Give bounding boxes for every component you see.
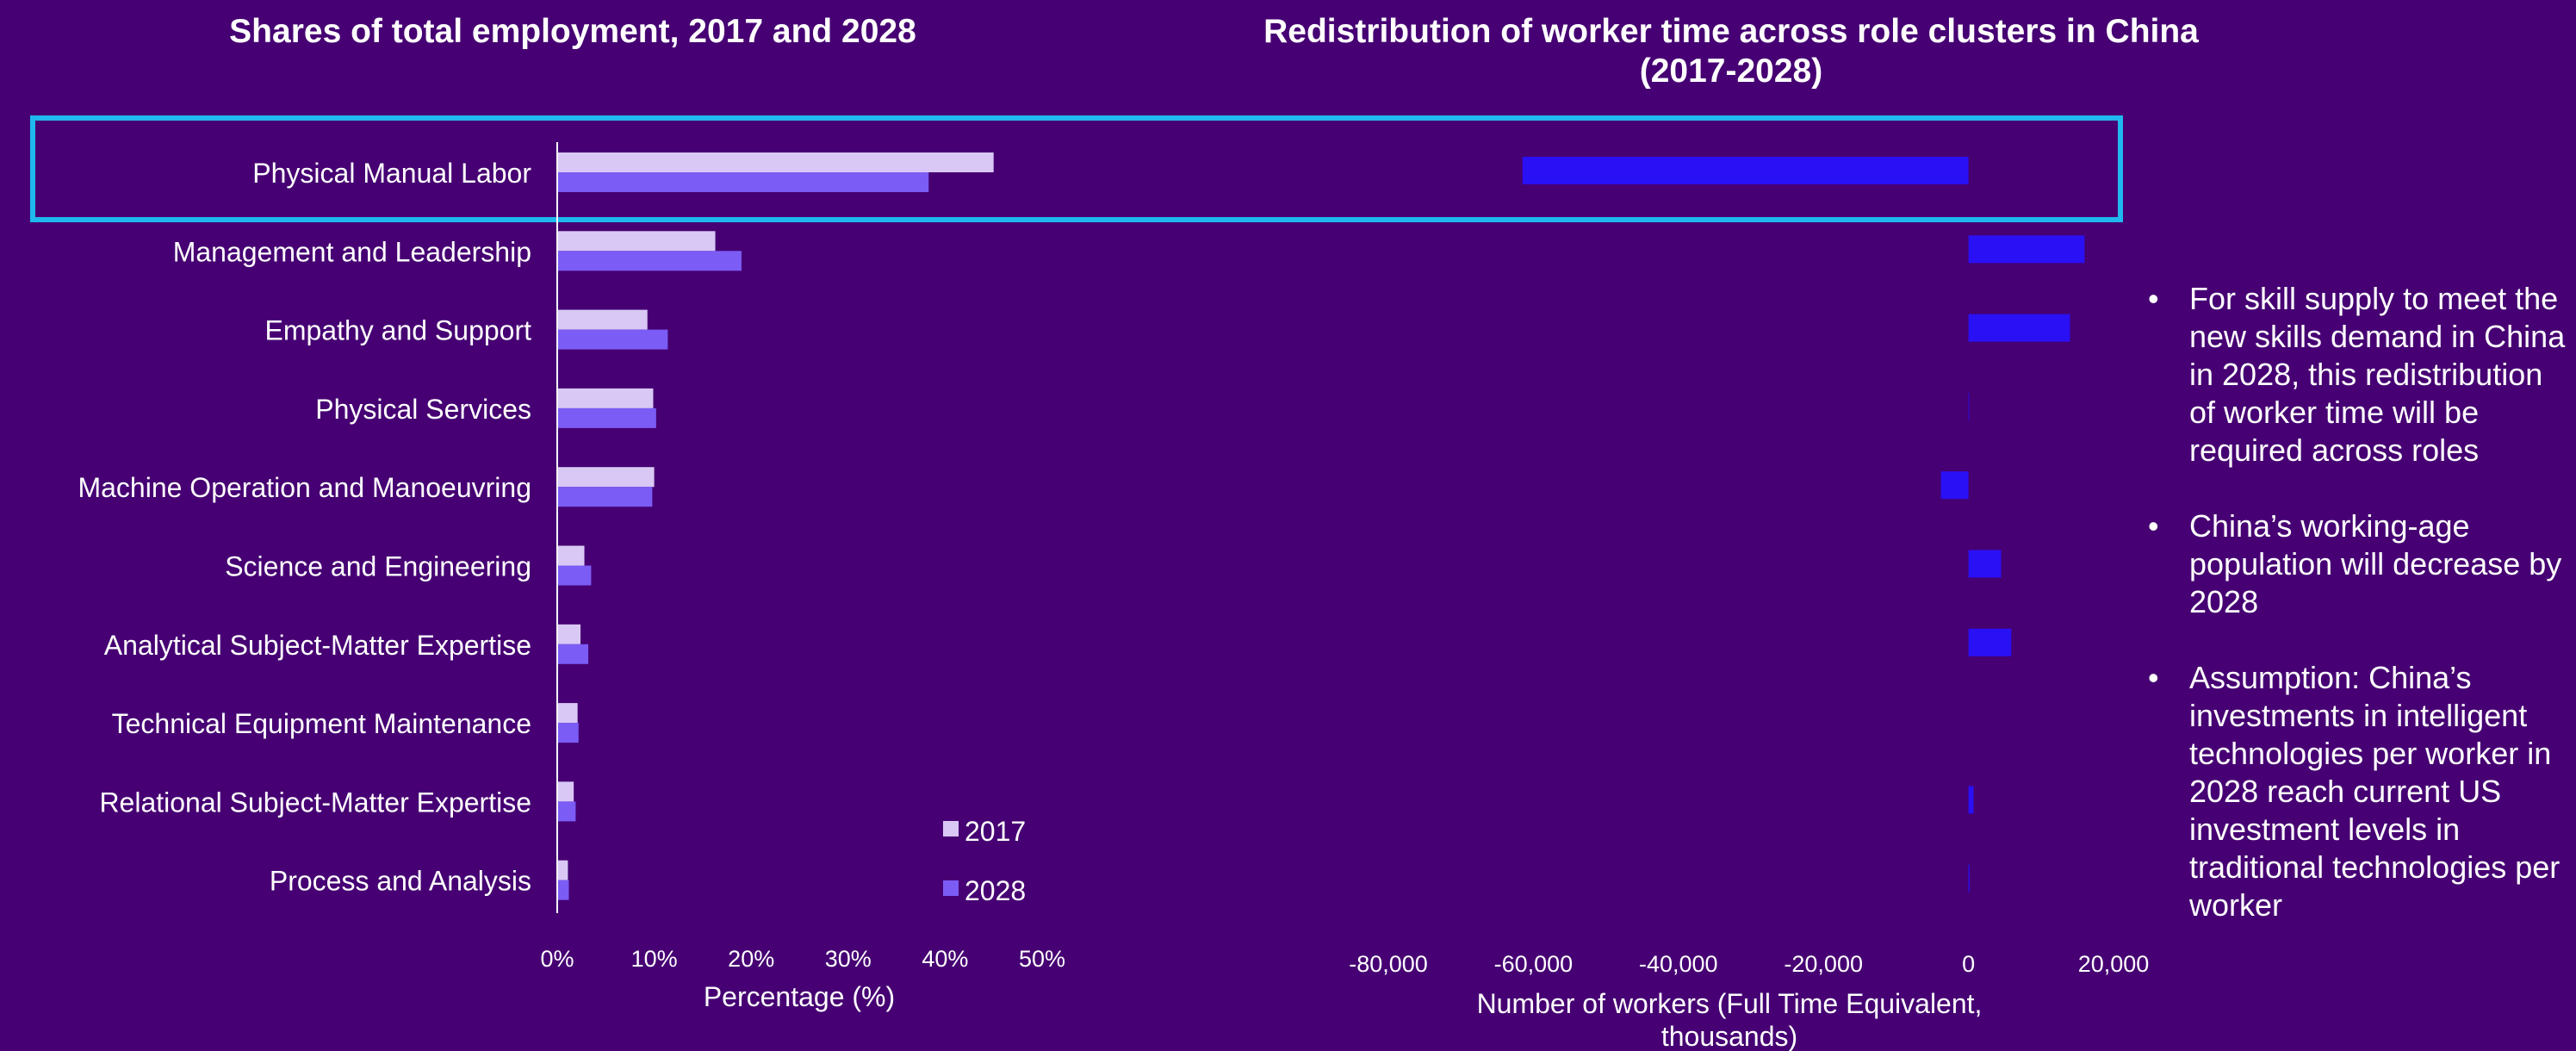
bar-2017-physical-services (557, 388, 654, 408)
redistribution-chart: -80,000 -60,000 -40,000 -20,000 0 20,000 Numb… (1349, 157, 2149, 1051)
bar-2028-relational-subject-matter-expertise (557, 801, 576, 822)
bar-2017-physical-manual-labor (557, 152, 994, 172)
right-x-tick-label: -60,000 (1494, 951, 1574, 977)
category-label-machine-operation-and-manoeuvring: Machine Operation and Manoeuvring (78, 472, 531, 503)
redistribution-bar-science-and-engineering (1968, 550, 2002, 578)
left-x-tick-label: 30% (825, 946, 872, 972)
category-label-physical-services: Physical Services (315, 394, 531, 425)
bar-2017-technical-equipment-maintenance (557, 703, 578, 724)
right-x-axis-label-line1: Number of workers (Full Time Equivalent, (1477, 988, 1983, 1019)
bar-2017-management-and-leadership (557, 231, 716, 252)
right-chart-title: Redistribution of worker time across rol… (1197, 12, 2265, 91)
left-x-tick-label: 40% (922, 946, 968, 972)
left-x-tick-label: 50% (1019, 946, 1065, 972)
legend-swatch-2028 (943, 880, 959, 896)
category-label-relational-subject-matter-expertise: Relational Subject-Matter Expertise (99, 787, 531, 818)
redistribution-bar-management-and-leadership (1968, 235, 2085, 264)
category-labels: Physical Manual Labor Management and Lead… (78, 158, 531, 897)
bar-2017-science-and-engineering (557, 545, 585, 566)
category-label-technical-equipment-maintenance: Technical Equipment Maintenance (112, 708, 531, 739)
right-chart-title-line1: Redistribution of worker time across rol… (1263, 13, 2199, 50)
legend-label-2017: 2017 (965, 816, 1026, 847)
left-x-tick-label: 20% (728, 946, 774, 972)
left-x-axis-label: Percentage (%) (704, 981, 895, 1012)
bar-2028-physical-services (557, 407, 656, 428)
legend: 2017 2028 (943, 816, 1026, 906)
redistribution-bars (1522, 157, 2085, 892)
bar-2028-machine-operation-and-manoeuvring (557, 487, 653, 507)
category-label-empathy-and-support: Empathy and Support (264, 315, 531, 346)
redistribution-bar-physical-manual-labor (1522, 157, 1969, 184)
bar-2028-technical-equipment-maintenance (557, 723, 579, 743)
category-label-science-and-engineering: Science and Engineering (225, 551, 531, 582)
note-item: Assumption: China’s investments in intel… (2145, 659, 2575, 924)
bar-2017-analytical-subject-matter-expertise (557, 624, 581, 644)
legend-swatch-2017 (943, 821, 959, 836)
bar-2017-empathy-and-support (557, 309, 648, 330)
right-x-tick-label: 0 (1962, 951, 1975, 977)
right-x-tick-label: -20,000 (1784, 951, 1863, 977)
employment-share-chart: Physical Manual Labor Management and Lead… (78, 142, 1065, 1012)
notes-list: For skill supply to meet the new skills … (2145, 280, 2575, 962)
redistribution-bar-analytical-subject-matter-expertise (1968, 628, 2012, 656)
left-x-tick-labels: 0% 10% 20% 30% 40% 50% (540, 946, 1065, 972)
right-x-tick-labels: -80,000 -60,000 -40,000 -20,000 0 20,000 (1349, 951, 2149, 977)
category-label-analytical-subject-matter-expertise: Analytical Subject-Matter Expertise (104, 630, 531, 661)
bar-2028-process-and-analysis (557, 880, 569, 900)
right-x-tick-label: 20,000 (2078, 951, 2150, 977)
redistribution-bar-machine-operation-and-manoeuvring (1940, 471, 1969, 500)
redistribution-bar-process-and-analysis (1968, 864, 1970, 892)
right-x-axis-label-line2: thousands) (1661, 1021, 1797, 1051)
right-chart-title-line2: (2017-2028) (1639, 53, 1823, 90)
bar-2028-management-and-leadership (557, 251, 742, 271)
category-label-physical-manual-labor: Physical Manual Labor (252, 158, 531, 189)
category-label-management-and-leadership: Management and Leadership (173, 236, 531, 267)
left-x-tick-label: 10% (631, 946, 678, 972)
legend-label-2028: 2028 (965, 875, 1026, 906)
redistribution-bar-relational-subject-matter-expertise (1968, 786, 1974, 814)
bar-2028-analytical-subject-matter-expertise (557, 644, 589, 664)
redistribution-bar-empathy-and-support (1968, 314, 2070, 342)
note-item: China’s working-age population will decr… (2145, 507, 2575, 621)
right-x-tick-label: -80,000 (1349, 951, 1428, 977)
bar-2017-relational-subject-matter-expertise (557, 781, 574, 802)
bar-2028-physical-manual-labor (557, 172, 929, 192)
bar-2017-process-and-analysis (557, 860, 568, 880)
right-x-tick-label: -40,000 (1639, 951, 1718, 977)
share-bars (557, 152, 994, 900)
redistribution-bar-physical-services (1968, 392, 1970, 420)
bar-2028-empathy-and-support (557, 329, 668, 350)
left-x-tick-label: 0% (540, 946, 574, 972)
highlight-box (30, 115, 2123, 222)
left-chart-title: Shares of total employment, 2017 and 202… (229, 13, 916, 50)
category-label-process-and-analysis: Process and Analysis (270, 866, 531, 897)
bar-2028-science-and-engineering (557, 565, 592, 586)
note-item: For skill supply to meet the new skills … (2145, 280, 2575, 470)
bar-2017-machine-operation-and-manoeuvring (557, 467, 655, 488)
